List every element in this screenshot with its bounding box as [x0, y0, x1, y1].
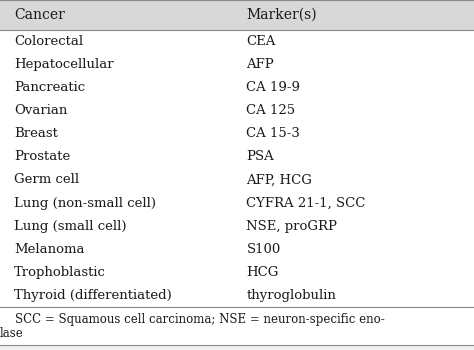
Text: Thyroid (differentiated): Thyroid (differentiated) — [14, 289, 172, 302]
Text: Melanoma: Melanoma — [14, 243, 85, 256]
Text: Hepatocellular: Hepatocellular — [14, 58, 114, 71]
Text: Germ cell: Germ cell — [14, 173, 79, 187]
Text: S100: S100 — [246, 243, 281, 256]
Text: Lung (non-small cell): Lung (non-small cell) — [14, 196, 156, 210]
Text: NSE, proGRP: NSE, proGRP — [246, 219, 337, 233]
Text: Prostate: Prostate — [14, 150, 71, 163]
Text: HCG: HCG — [246, 266, 279, 279]
Bar — [0, 0, 474, 30]
Text: CYFRA 21-1, SCC: CYFRA 21-1, SCC — [246, 196, 366, 210]
Text: CA 15-3: CA 15-3 — [246, 127, 301, 140]
Bar — [0, 307, 474, 345]
Text: Trophoblastic: Trophoblastic — [14, 266, 106, 279]
Text: lase: lase — [0, 327, 24, 340]
Text: AFP: AFP — [246, 58, 274, 71]
Text: Breast: Breast — [14, 127, 58, 140]
Text: CA 19-9: CA 19-9 — [246, 81, 301, 94]
Text: thyroglobulin: thyroglobulin — [246, 289, 337, 302]
Text: Cancer: Cancer — [14, 8, 65, 22]
Text: Colorectal: Colorectal — [14, 35, 83, 48]
Text: SCC = Squamous cell carcinoma; NSE = neuron-specific eno-: SCC = Squamous cell carcinoma; NSE = neu… — [0, 313, 385, 326]
Text: CEA: CEA — [246, 35, 276, 48]
Text: Pancreatic: Pancreatic — [14, 81, 85, 94]
Text: Ovarian: Ovarian — [14, 104, 68, 117]
Text: CA 125: CA 125 — [246, 104, 296, 117]
Text: Marker(s): Marker(s) — [246, 8, 317, 22]
Text: Lung (small cell): Lung (small cell) — [14, 219, 127, 233]
Text: AFP, HCG: AFP, HCG — [246, 173, 312, 187]
Bar — [0, 30, 474, 307]
Text: PSA: PSA — [246, 150, 274, 163]
